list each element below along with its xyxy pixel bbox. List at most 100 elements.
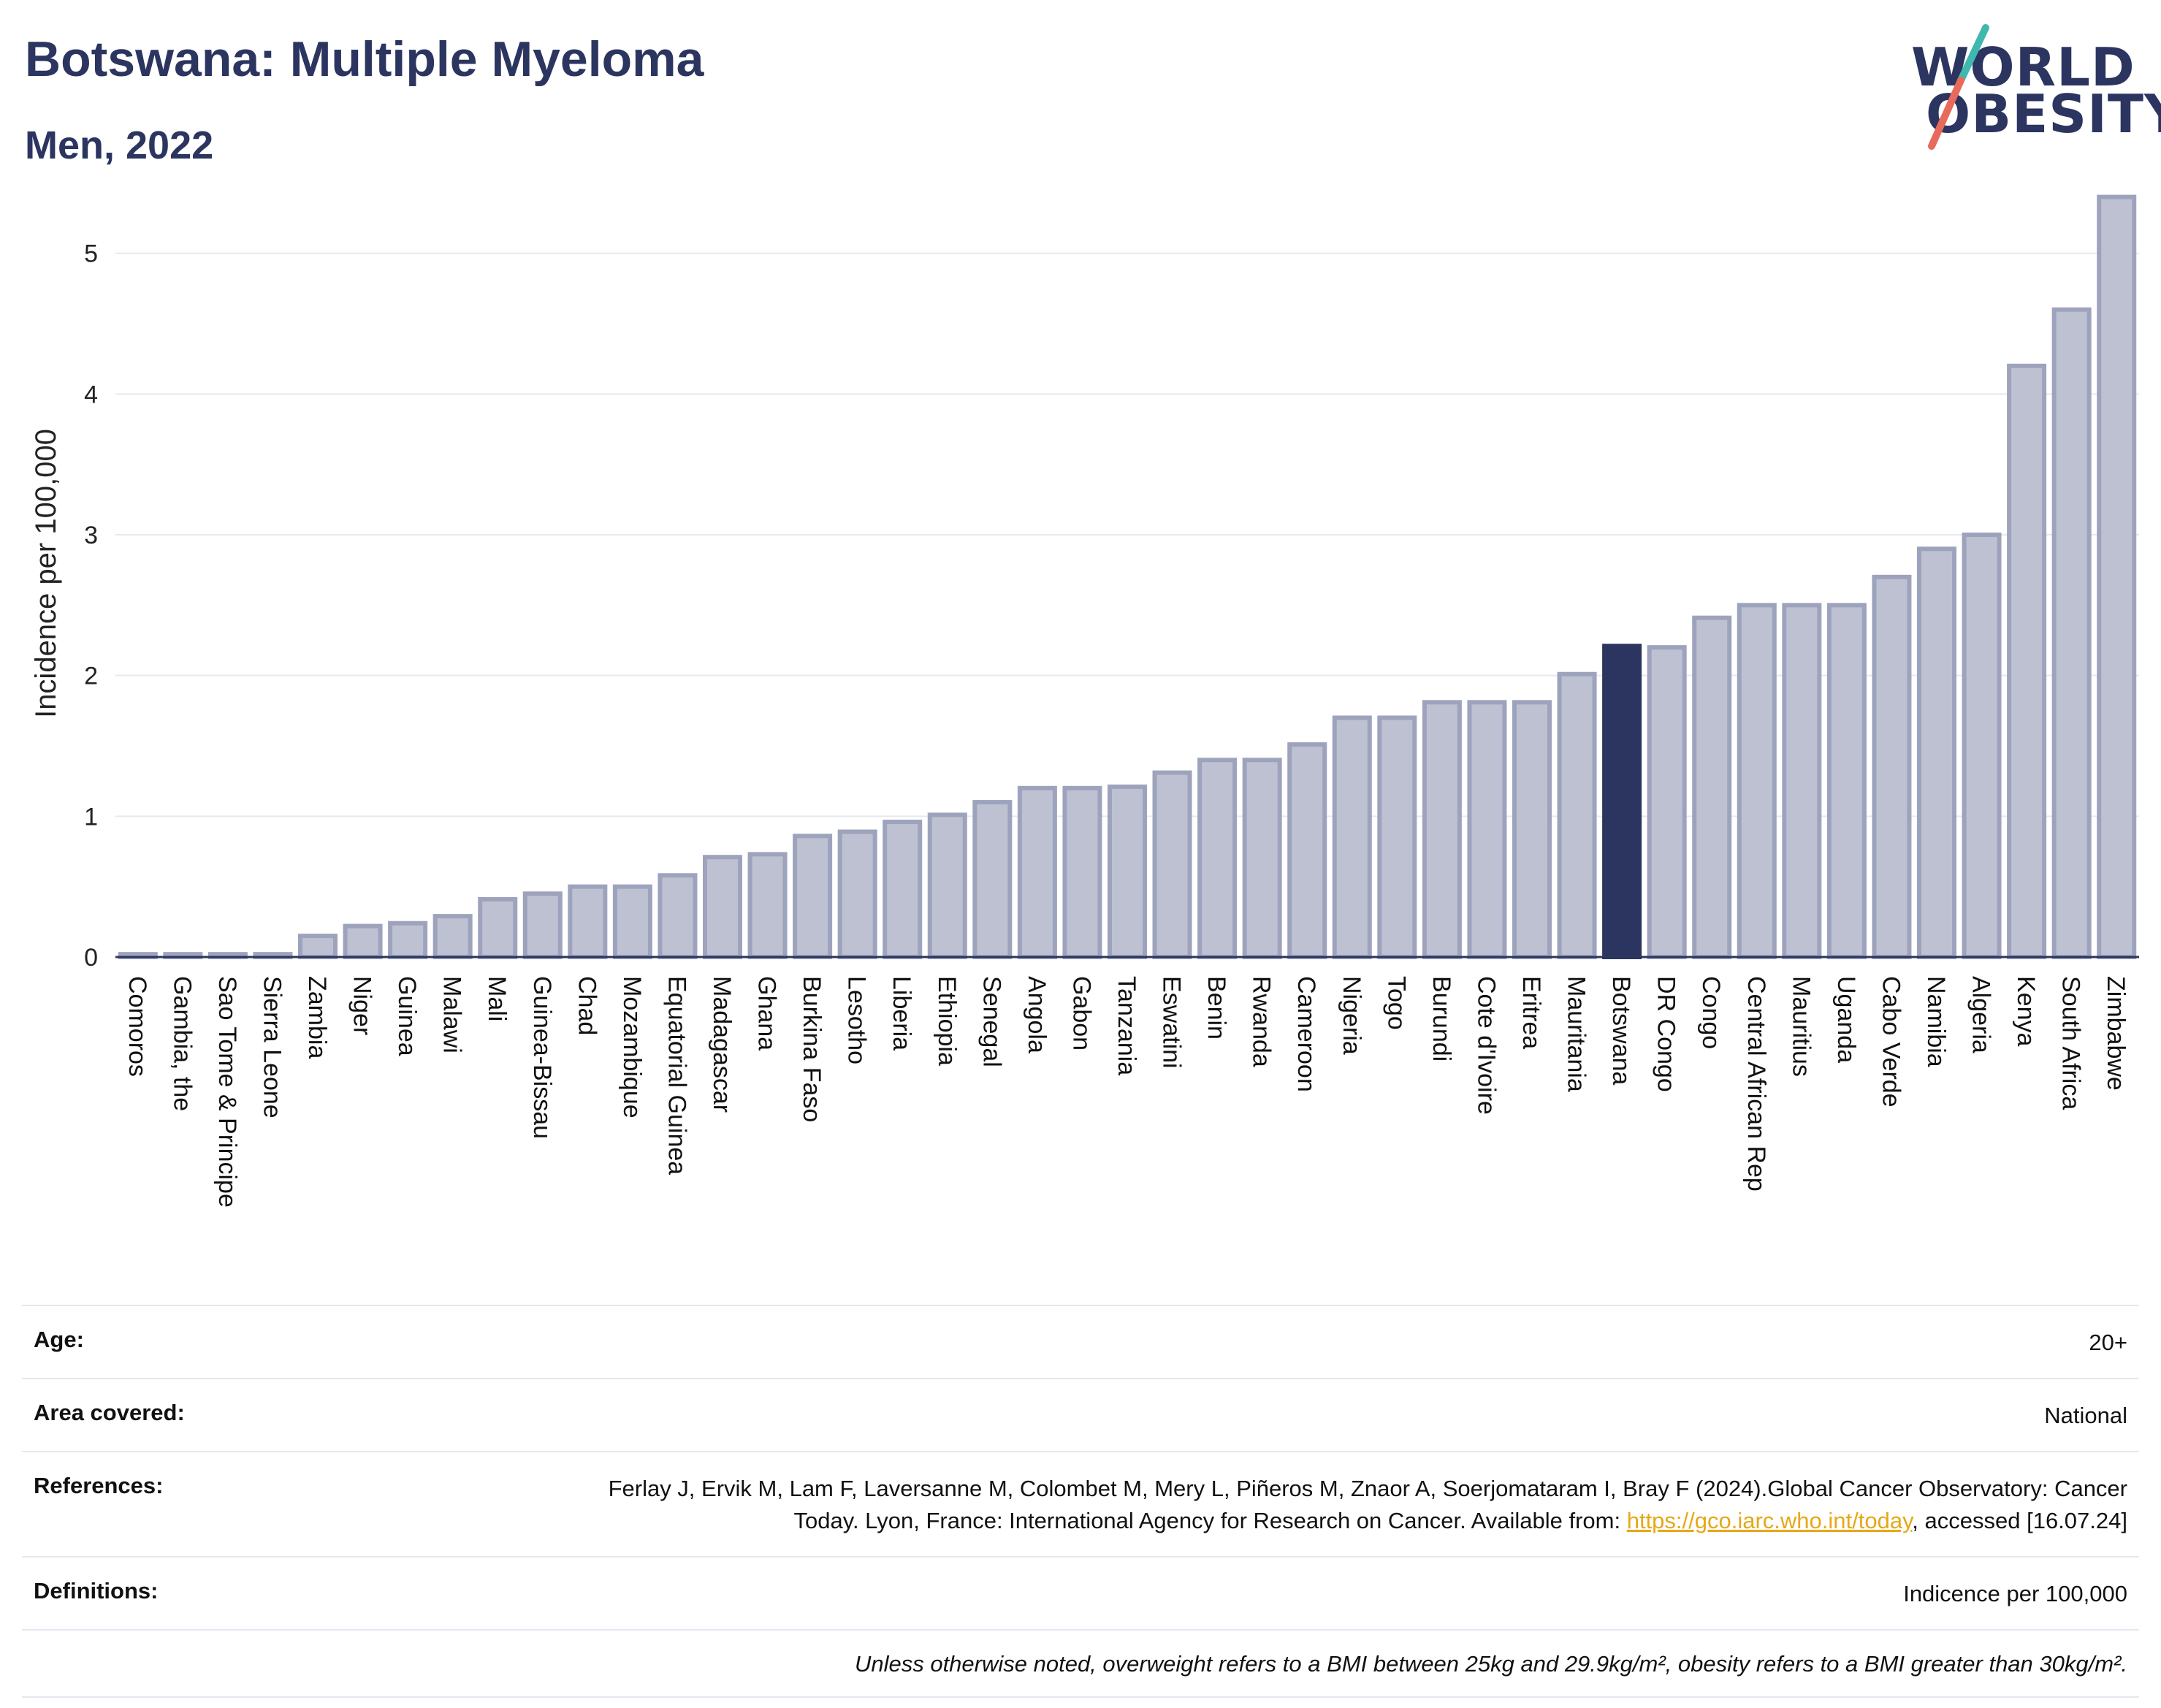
x-tick-label: Nigeria — [1338, 976, 1365, 1055]
x-tick-label: Congo — [1697, 976, 1725, 1049]
x-tick-label: Central African Rep — [1742, 976, 1770, 1192]
age-label: Age: — [34, 1327, 84, 1352]
definitions-label: Definitions: — [34, 1578, 159, 1604]
x-tick-label: Madagascar — [708, 976, 736, 1113]
x-tick-label: Mauritius — [1787, 976, 1815, 1077]
x-tick-label: Comoros — [123, 976, 151, 1077]
x-tick-label: Cabo Verde — [1877, 976, 1905, 1107]
page-subtitle: Men, 2022 — [25, 123, 214, 167]
x-tick-label: Eswatini — [1158, 976, 1186, 1069]
logo-slash-icon — [1928, 24, 1989, 150]
x-tick-label: Sao Tome & Principe — [213, 976, 241, 1208]
references-value: Ferlay J, Ervik M, Lam F, Laversanne M, … — [593, 1473, 2127, 1537]
bar — [297, 934, 338, 959]
x-tick-label: Burundi — [1428, 976, 1455, 1061]
x-tick-label: Zimbabwe — [2102, 976, 2130, 1091]
x-tick-label: Eritrea — [1517, 976, 1545, 1049]
definitions-value: Indicence per 100,000 — [1903, 1581, 2127, 1606]
x-tick-label: Algeria — [1967, 976, 1995, 1053]
references-tail: , accessed [16.07.24] — [1912, 1508, 2127, 1533]
bar — [1287, 742, 1327, 959]
note-row: Unless otherwise noted, overweight refer… — [22, 1629, 2139, 1698]
bar — [343, 923, 383, 960]
x-tick-label: Ghana — [753, 976, 781, 1051]
references-link[interactable]: https://gco.iarc.who.int/today — [1626, 1508, 1913, 1533]
x-tick-label: Mauritania — [1563, 976, 1590, 1092]
chart-metadata-table: Age: 20+ Area covered: National Referenc… — [22, 1305, 2139, 1698]
bar — [1152, 770, 1192, 959]
bar — [793, 834, 833, 960]
bar — [972, 800, 1013, 959]
bar — [1872, 574, 1912, 959]
x-tick-label: Lesotho — [843, 976, 871, 1064]
x-tick-label: Senegal — [977, 976, 1005, 1067]
bar — [658, 873, 698, 960]
bar — [388, 920, 428, 960]
x-tick-label: Cameroon — [1292, 976, 1320, 1092]
bar — [1197, 758, 1238, 959]
y-tick-label: 0 — [84, 944, 98, 972]
bar — [568, 884, 608, 960]
bar — [747, 852, 788, 959]
bar — [1467, 700, 1507, 960]
bar-highlight — [1602, 644, 1642, 959]
bar — [612, 884, 652, 960]
x-tick-label: DR Congo — [1653, 976, 1680, 1092]
area-value: National — [2044, 1403, 2127, 1428]
bar — [1647, 645, 1687, 959]
bar — [1557, 671, 1597, 960]
x-tick-label: Benin — [1203, 976, 1230, 1040]
x-tick-label: Zambia — [303, 976, 331, 1059]
x-tick-label: Guinea — [393, 976, 421, 1056]
bar — [837, 829, 877, 959]
x-tick-label: Sierra Leone — [258, 976, 286, 1118]
x-tick-label: Burkina Faso — [798, 976, 826, 1122]
bmi-note: Unless otherwise noted, overweight refer… — [854, 1651, 2127, 1677]
x-tick-label: Equatorial Guinea — [663, 976, 690, 1175]
y-tick-label: 4 — [84, 381, 98, 408]
y-tick-label: 3 — [84, 522, 98, 549]
x-tick-label: Mozambique — [618, 976, 646, 1118]
x-tick-label: Ethiopia — [933, 976, 961, 1066]
x-tick-label: Malawi — [438, 976, 466, 1053]
x-tick-label: Gabon — [1067, 976, 1095, 1051]
logo-line-1: WORLD — [1911, 37, 2135, 98]
x-tick-label: South Africa — [2057, 976, 2085, 1110]
bar — [927, 812, 967, 959]
y-tick-label: 5 — [84, 240, 98, 268]
x-tick-label: Togo — [1382, 976, 1410, 1030]
bar — [1377, 715, 1417, 959]
x-tick-label: Gambia, the — [168, 976, 196, 1111]
bar — [702, 855, 743, 959]
x-tick-label: Rwanda — [1248, 976, 1276, 1067]
bar — [2051, 307, 2092, 959]
x-tick-label: Namibia — [1922, 976, 1950, 1067]
x-tick-label: Botswana — [1607, 976, 1635, 1085]
references-label: References: — [34, 1473, 164, 1498]
x-tick-label: Liberia — [888, 976, 915, 1051]
age-value: 20+ — [2089, 1330, 2127, 1355]
bar-chart: 0 1 2 3 4 5 Incidence per 100,000 Comoros Gambia… — [30, 194, 2139, 1208]
bar — [522, 891, 563, 959]
bar — [1782, 603, 1822, 959]
bar — [478, 897, 518, 959]
x-tick-label: Mali — [483, 976, 511, 1021]
bar — [1107, 784, 1148, 959]
bar — [1242, 758, 1282, 959]
x-tick-label: Angola — [1023, 976, 1051, 1053]
area-label: Area covered: — [34, 1400, 185, 1425]
bar — [883, 820, 923, 960]
x-tick-label: Cote d'Ivoire — [1472, 976, 1500, 1115]
definitions-row: Definitions: Indicence per 100,000 — [22, 1556, 2139, 1629]
bar — [2097, 194, 2137, 959]
area-row: Area covered: National — [22, 1378, 2139, 1451]
bar — [1737, 603, 1777, 959]
x-tick-label: Niger — [348, 976, 376, 1035]
x-tick-label: Guinea-Bissau — [528, 976, 556, 1139]
bar — [1062, 785, 1102, 959]
bar — [432, 914, 473, 959]
x-tick-label: Kenya — [2012, 976, 2040, 1046]
bar — [1512, 700, 1552, 960]
world-obesity-logo: WORLD OBESITY — [1899, 22, 2161, 161]
x-tick-label: Chad — [573, 976, 601, 1035]
